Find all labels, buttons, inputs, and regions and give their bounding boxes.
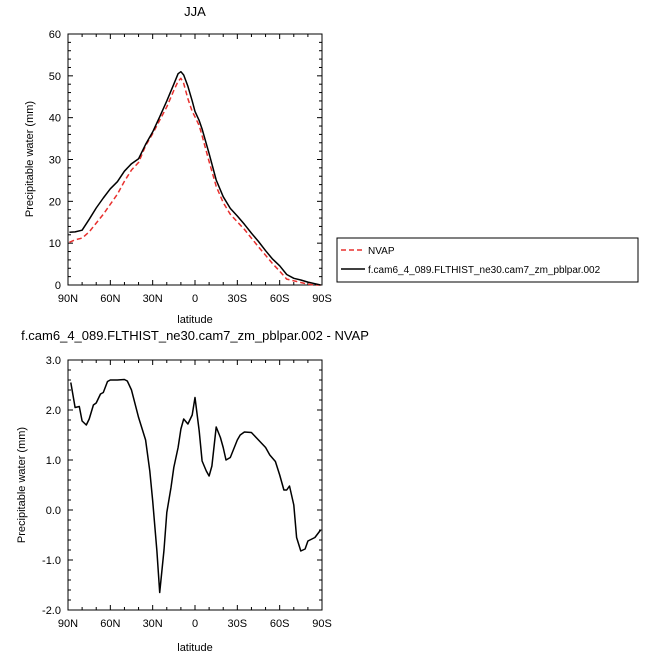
top-y-ticks: 0 10 20 30 40 50 60 <box>49 29 322 292</box>
top-y-tick-label: 60 <box>49 29 61 41</box>
top-x-tick-label: 0 <box>192 293 198 305</box>
bottom-x-tick-label: 60N <box>100 618 120 630</box>
top-series-line-0 <box>69 77 321 286</box>
top-x-axis-title: latitude <box>177 314 212 326</box>
bottom-series-layer <box>70 378 322 594</box>
bottom-y-tick-label: -2.0 <box>42 605 61 617</box>
bottom-y-tick-label: -1.0 <box>42 555 61 567</box>
bottom-x-ticks: 90N 60N 30N 0 30S 60S 90S <box>58 360 332 630</box>
legend-label-model: f.cam6_4_089.FLTHIST_ne30.cam7_zm_pblpar… <box>368 265 601 276</box>
top-x-tick-label: 30N <box>143 293 163 305</box>
top-x-tick-label: 90N <box>58 293 78 305</box>
bottom-x-tick-label: 30N <box>143 618 163 630</box>
bottom-chart: f.cam6_4_089.FLTHIST_ne30.cam7_zm_pblpar… <box>16 328 369 654</box>
bottom-x-axis-title: latitude <box>177 642 212 654</box>
bottom-y-tick-label: 0.0 <box>46 505 61 517</box>
bottom-chart-title: f.cam6_4_089.FLTHIST_ne30.cam7_zm_pblpar… <box>21 328 369 343</box>
top-series-line-1 <box>69 70 321 286</box>
bottom-y-tick-label: 3.0 <box>46 355 61 367</box>
bottom-x-tick-label: 0 <box>192 618 198 630</box>
top-y-tick-label: 10 <box>49 238 61 250</box>
top-y-axis-title: Precipitable water (mm) <box>24 101 36 217</box>
top-chart: JJA 90N 60N 30N 0 30S 60S 90S 0 10 20 30 40 50 60 la… <box>24 4 639 326</box>
top-x-ticks: 90N 60N 30N 0 30S 60S 90S <box>58 34 332 305</box>
top-y-tick-label: 30 <box>49 155 61 167</box>
top-y-tick-label: 20 <box>49 196 61 208</box>
bottom-x-tick-label: 30S <box>228 618 248 630</box>
top-chart-title: JJA <box>184 4 206 19</box>
legend: NVAP f.cam6_4_089.FLTHIST_ne30.cam7_zm_p… <box>336 237 639 283</box>
bottom-y-ticks: -2.0 -1.0 0.0 1.0 2.0 3.0 <box>42 355 322 617</box>
top-y-tick-label: 40 <box>49 113 61 125</box>
bottom-x-tick-label: 60S <box>270 618 290 630</box>
bottom-x-tick-label: 90N <box>58 618 78 630</box>
top-x-tick-label: 60N <box>100 293 120 305</box>
top-y-tick-label: 50 <box>49 71 61 83</box>
top-x-tick-label: 60S <box>270 293 290 305</box>
bottom-y-tick-label: 1.0 <box>46 455 61 467</box>
legend-box <box>336 237 639 283</box>
top-plot-frame <box>67 33 323 286</box>
bottom-y-tick-label: 2.0 <box>46 405 61 417</box>
top-series-layer <box>69 70 321 286</box>
bottom-x-tick-label: 90S <box>312 618 332 630</box>
bottom-series-line-0 <box>70 378 322 594</box>
top-y-tick-label: 0 <box>55 280 61 292</box>
top-x-tick-label: 30S <box>228 293 248 305</box>
top-x-tick-label: 90S <box>312 293 332 305</box>
legend-label-nvap: NVAP <box>368 246 395 257</box>
bottom-y-axis-title: Precipitable water (mm) <box>16 427 28 543</box>
